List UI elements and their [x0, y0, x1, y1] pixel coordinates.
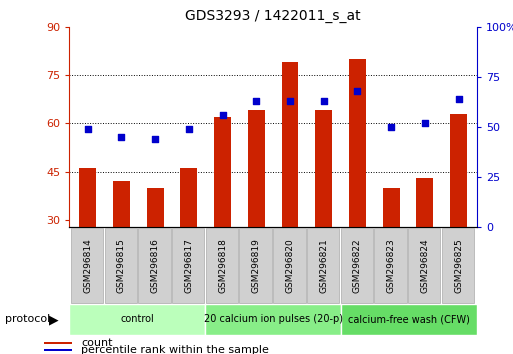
- FancyBboxPatch shape: [341, 228, 373, 303]
- Bar: [315, 110, 332, 227]
- Bar: [349, 59, 366, 227]
- Bar: [282, 62, 299, 227]
- FancyBboxPatch shape: [172, 228, 204, 303]
- Text: GSM296824: GSM296824: [420, 238, 429, 293]
- Text: GSM296823: GSM296823: [387, 238, 396, 293]
- Text: control: control: [121, 314, 154, 325]
- FancyBboxPatch shape: [206, 228, 238, 303]
- Point: [353, 88, 362, 93]
- Text: GSM296819: GSM296819: [252, 238, 261, 293]
- Bar: [44, 342, 72, 344]
- Bar: [147, 188, 164, 227]
- Bar: [383, 188, 400, 227]
- Text: GSM296818: GSM296818: [218, 238, 227, 293]
- FancyBboxPatch shape: [105, 228, 137, 303]
- Text: GSM296814: GSM296814: [83, 238, 92, 293]
- FancyBboxPatch shape: [408, 228, 440, 303]
- Bar: [450, 114, 467, 227]
- Bar: [214, 117, 231, 227]
- Text: GSM296822: GSM296822: [353, 238, 362, 293]
- Bar: [417, 178, 433, 227]
- Point: [151, 136, 160, 141]
- FancyBboxPatch shape: [341, 304, 477, 335]
- Bar: [80, 169, 96, 227]
- Text: protocol: protocol: [5, 314, 50, 325]
- FancyBboxPatch shape: [69, 304, 205, 335]
- Bar: [181, 169, 198, 227]
- Text: GSM296816: GSM296816: [151, 238, 160, 293]
- Point: [84, 126, 92, 131]
- FancyBboxPatch shape: [71, 228, 103, 303]
- Point: [320, 98, 328, 103]
- Bar: [248, 110, 265, 227]
- Point: [421, 120, 429, 125]
- Point: [387, 124, 395, 130]
- Text: calcium-free wash (CFW): calcium-free wash (CFW): [348, 314, 470, 325]
- Point: [219, 112, 227, 118]
- Point: [455, 96, 463, 101]
- Text: percentile rank within the sample: percentile rank within the sample: [81, 345, 269, 354]
- FancyBboxPatch shape: [307, 228, 339, 303]
- FancyBboxPatch shape: [374, 228, 407, 303]
- Text: GSM296825: GSM296825: [454, 238, 463, 293]
- FancyBboxPatch shape: [442, 228, 474, 303]
- Text: ▶: ▶: [49, 313, 58, 326]
- Point: [286, 98, 294, 103]
- Text: GSM296821: GSM296821: [319, 238, 328, 293]
- Bar: [113, 181, 130, 227]
- Text: 20 calcium ion pulses (20-p): 20 calcium ion pulses (20-p): [204, 314, 343, 325]
- Text: GSM296817: GSM296817: [184, 238, 193, 293]
- FancyBboxPatch shape: [205, 304, 341, 335]
- Point: [252, 98, 261, 103]
- Text: GSM296815: GSM296815: [117, 238, 126, 293]
- FancyBboxPatch shape: [240, 228, 272, 303]
- FancyBboxPatch shape: [273, 228, 306, 303]
- FancyBboxPatch shape: [139, 228, 171, 303]
- Text: GSM296820: GSM296820: [286, 238, 294, 293]
- Bar: [44, 349, 72, 351]
- Point: [185, 126, 193, 131]
- Point: [117, 134, 126, 139]
- Title: GDS3293 / 1422011_s_at: GDS3293 / 1422011_s_at: [185, 9, 361, 23]
- Text: count: count: [81, 338, 112, 348]
